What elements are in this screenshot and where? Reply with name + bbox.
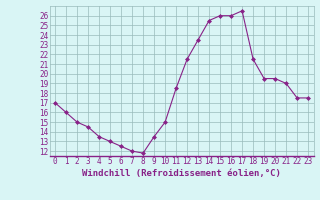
X-axis label: Windchill (Refroidissement éolien,°C): Windchill (Refroidissement éolien,°C) xyxy=(82,169,281,178)
